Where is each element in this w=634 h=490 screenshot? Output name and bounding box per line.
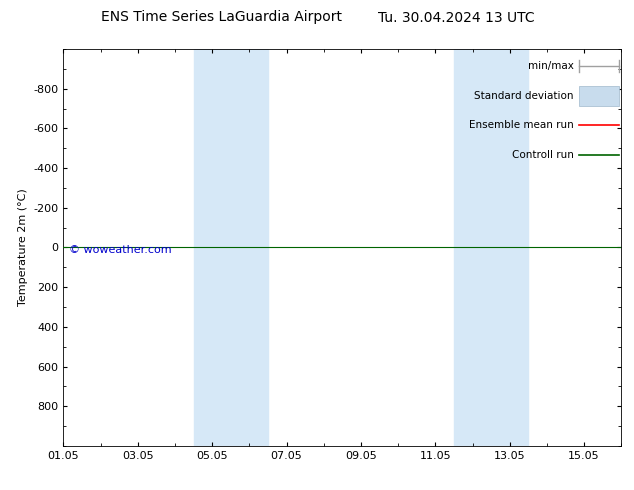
Text: Ensemble mean run: Ensemble mean run xyxy=(469,121,574,130)
Bar xyxy=(454,49,528,446)
Text: Controll run: Controll run xyxy=(512,150,574,160)
Bar xyxy=(193,49,268,446)
Bar xyxy=(579,86,619,105)
Y-axis label: Temperature 2m (°C): Temperature 2m (°C) xyxy=(18,189,28,306)
Text: Standard deviation: Standard deviation xyxy=(474,91,574,100)
Text: min/max: min/max xyxy=(528,61,574,71)
Text: Tu. 30.04.2024 13 UTC: Tu. 30.04.2024 13 UTC xyxy=(378,10,535,24)
Text: © woweather.com: © woweather.com xyxy=(69,245,172,255)
Text: ENS Time Series LaGuardia Airport: ENS Time Series LaGuardia Airport xyxy=(101,10,342,24)
